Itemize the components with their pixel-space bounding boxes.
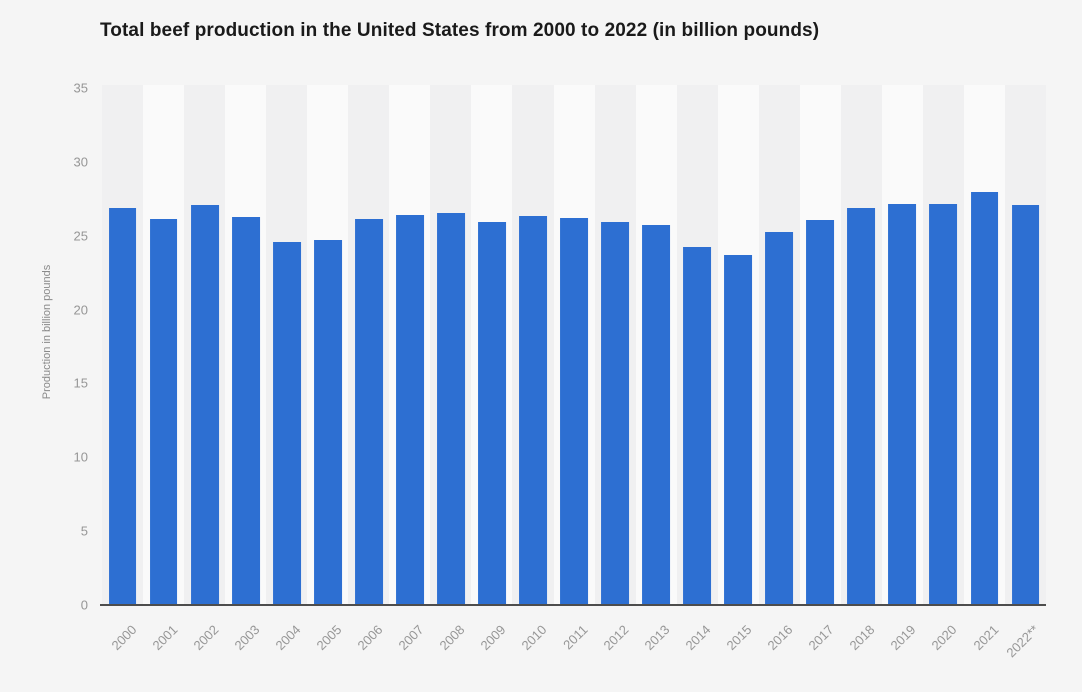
plot-area [102, 85, 1047, 605]
column-band-2002 [184, 85, 226, 605]
bar-2011[interactable] [560, 218, 588, 605]
bar-2002[interactable] [190, 204, 219, 605]
column-band-2008 [430, 85, 472, 605]
x-tick-label-2013: 2013 [641, 622, 673, 654]
x-tick-label-2001: 2001 [149, 622, 181, 654]
bar-2016[interactable] [765, 232, 794, 605]
bar-2006[interactable] [354, 218, 383, 605]
column-band-2021 [963, 85, 1006, 605]
y-tick-label-25: 25 [73, 228, 88, 244]
x-tick-label-2002: 2002 [190, 622, 222, 654]
x-tick-label-2016: 2016 [764, 622, 796, 654]
chart-title: Total beef production in the United Stat… [100, 20, 820, 41]
x-tick-label-2014: 2014 [682, 622, 714, 654]
x-tick-label-2009: 2009 [477, 622, 509, 654]
y-tick-label-30: 30 [73, 154, 88, 170]
column-band-2016 [758, 85, 800, 605]
column-band-2022** [1005, 85, 1047, 605]
x-axis-line [100, 604, 1046, 606]
y-tick-label-20: 20 [73, 302, 88, 318]
y-tick-label-5: 5 [80, 523, 88, 539]
bar-2017[interactable] [806, 219, 835, 605]
column-band-2003 [225, 85, 267, 605]
bar-2007[interactable] [395, 214, 424, 605]
bar-2005[interactable] [313, 240, 342, 605]
bar-2000[interactable] [108, 207, 137, 605]
x-tick-label-2012: 2012 [600, 622, 632, 654]
x-tick-label-2020: 2020 [928, 622, 961, 654]
bar-2008[interactable] [436, 212, 465, 605]
y-tick-label-15: 15 [73, 375, 88, 391]
column-band-2011 [553, 85, 595, 605]
x-tick-label-2010: 2010 [518, 622, 550, 654]
x-tick-label-2018: 2018 [846, 622, 878, 654]
bar-2019[interactable] [888, 203, 917, 605]
bar-2001[interactable] [149, 219, 178, 605]
column-band-2012 [594, 85, 636, 605]
column-band-2017 [799, 85, 841, 605]
column-band-2000 [102, 85, 144, 605]
x-tick-label-2017: 2017 [805, 622, 837, 654]
column-band-2007 [389, 85, 431, 605]
column-band-2014 [676, 85, 718, 605]
x-tick-label-2000: 2000 [108, 622, 140, 654]
column-band-2005 [307, 85, 349, 605]
y-tick-label-10: 10 [73, 449, 88, 465]
x-tick-label-2011: 2011 [560, 622, 591, 653]
x-tick-label-2007: 2007 [395, 622, 427, 654]
bar-2012[interactable] [601, 222, 630, 605]
bar-2010[interactable] [519, 216, 547, 605]
bar-2003[interactable] [231, 217, 260, 605]
x-tick-label-2019: 2019 [887, 622, 919, 654]
x-tick-label-2022**: 2022** [1003, 622, 1043, 661]
x-tick-label-2021: 2021 [969, 622, 1002, 654]
x-tick-label-2005: 2005 [313, 622, 345, 654]
y-tick-label-35: 35 [73, 80, 88, 96]
bar-2020[interactable] [929, 203, 958, 605]
column-band-2004 [266, 85, 308, 605]
column-band-2020 [922, 85, 964, 605]
column-band-2001 [143, 85, 185, 605]
bar-2021[interactable] [970, 192, 999, 605]
column-band-2009 [471, 85, 513, 605]
column-band-2010 [512, 85, 554, 605]
bar-2014[interactable] [683, 246, 712, 605]
x-tick-label-2004: 2004 [272, 622, 304, 654]
x-tick-label-2015: 2015 [723, 622, 755, 654]
bar-2004[interactable] [272, 242, 301, 605]
bar-2015[interactable] [724, 255, 753, 605]
column-band-2015 [717, 85, 759, 605]
column-band-2013 [635, 85, 677, 605]
bar-2009[interactable] [477, 221, 506, 605]
bar-2013[interactable] [642, 225, 671, 605]
x-tick-label-2006: 2006 [354, 622, 386, 654]
x-tick-label-2008: 2008 [436, 622, 468, 654]
x-tick-label-2003: 2003 [231, 622, 263, 654]
column-band-2019 [881, 85, 923, 605]
column-band-2006 [348, 85, 390, 605]
column-band-2018 [840, 85, 882, 605]
bar-2018[interactable] [847, 208, 876, 605]
y-tick-label-0: 0 [80, 597, 88, 613]
bar-2022**[interactable] [1011, 204, 1040, 605]
